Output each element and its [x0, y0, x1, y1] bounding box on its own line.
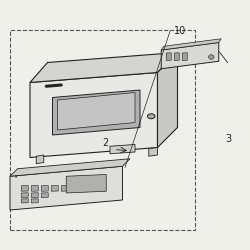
Polygon shape	[30, 52, 178, 82]
Polygon shape	[21, 199, 28, 203]
Polygon shape	[110, 144, 135, 154]
Polygon shape	[31, 193, 38, 198]
Polygon shape	[21, 193, 28, 198]
Polygon shape	[161, 39, 221, 50]
Text: bk: bk	[15, 175, 18, 179]
Polygon shape	[30, 72, 158, 158]
Polygon shape	[161, 42, 219, 69]
Polygon shape	[66, 174, 106, 193]
Polygon shape	[58, 92, 135, 130]
Polygon shape	[158, 52, 178, 148]
Polygon shape	[182, 53, 187, 60]
Polygon shape	[61, 186, 68, 191]
Text: 3: 3	[226, 134, 232, 144]
Polygon shape	[10, 166, 122, 210]
Polygon shape	[31, 186, 38, 191]
Polygon shape	[31, 199, 38, 203]
Polygon shape	[10, 159, 130, 176]
Polygon shape	[41, 186, 48, 191]
Polygon shape	[41, 193, 48, 198]
Text: 10: 10	[174, 26, 186, 36]
Polygon shape	[52, 90, 140, 135]
Polygon shape	[149, 148, 158, 156]
Polygon shape	[21, 186, 28, 191]
Polygon shape	[51, 186, 58, 191]
Polygon shape	[36, 155, 44, 164]
Text: 2: 2	[102, 138, 108, 147]
Polygon shape	[174, 53, 179, 60]
Ellipse shape	[148, 114, 155, 119]
Polygon shape	[166, 53, 171, 60]
Ellipse shape	[208, 55, 214, 59]
